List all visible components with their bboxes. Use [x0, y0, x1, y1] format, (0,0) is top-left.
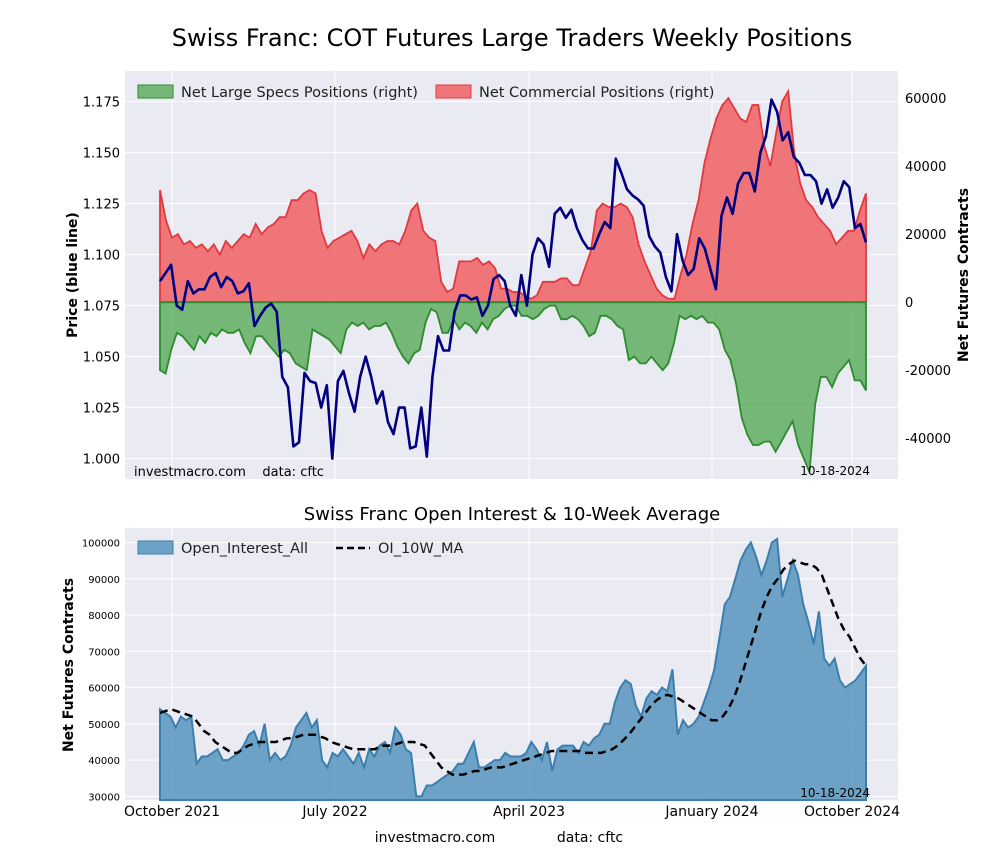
net-contracts-axis-label: Net Futures Contracts	[956, 188, 972, 362]
net-contracts-tick-label: 60000	[905, 92, 946, 107]
price-axis-ticks: 1.000 1.025 1.050 1.075 1.100 1.125 1.150 1.175	[83, 96, 120, 468]
legend-label-specs: Net Large Specs Positions (right)	[181, 85, 418, 101]
oi-10w-ma-line	[159, 559, 867, 776]
net-contracts-tick-label: -40000	[905, 432, 951, 447]
price-tick-label: 1.150	[83, 147, 120, 162]
price-tick-label: 1.050	[83, 351, 120, 366]
net-large-specs-area	[159, 301, 867, 473]
price-tick-label: 1.100	[83, 249, 120, 264]
bottom-legend: Open_Interest_All OI_10W_MA	[137, 540, 463, 557]
bottom-axis-label: Net Futures Contracts	[61, 578, 77, 752]
price-tick-label: 1.175	[83, 96, 120, 111]
net-contracts-tick-label: 40000	[905, 160, 946, 175]
footer-source-site: investmacro.com	[375, 830, 495, 846]
top-watermark: investmacro.com data: cftc	[134, 465, 324, 480]
bottom-date-label: 10-18-2024	[800, 786, 870, 800]
oi-tick-label: 60000	[88, 684, 120, 695]
bottom-panel: Swiss Franc Open Interest & 10-Week Aver…	[61, 504, 900, 846]
net-contracts-tick-label: 20000	[905, 228, 946, 243]
net-commercial-area	[159, 88, 867, 304]
date-axis-ticks: October 2021 July 2022 April 2023 January 2…	[124, 804, 900, 820]
open-interest-area	[159, 537, 867, 801]
legend-label-commercial: Net Commercial Positions (right)	[479, 85, 714, 101]
net-contracts-tick-label: -20000	[905, 364, 951, 379]
price-axis-label: Price (blue line)	[65, 212, 81, 338]
price-tick-label: 1.125	[83, 198, 120, 213]
date-tick-label: October 2024	[804, 804, 900, 820]
top-panel: 1.000 1.025 1.050 1.075 1.100 1.125 1.150 1.175…	[65, 71, 972, 480]
oi-tick-label: 70000	[88, 647, 120, 658]
top-legend: Net Large Specs Positions (right) Net Co…	[137, 84, 714, 101]
legend-swatch-open-interest	[137, 540, 174, 555]
price-tick-label: 1.025	[83, 402, 120, 417]
top-date-label: 10-18-2024	[800, 464, 870, 478]
date-tick-label: October 2021	[124, 804, 220, 820]
price-tick-label: 1.000	[83, 453, 120, 468]
net-contracts-axis-ticks: -40000 -20000 0 20000 40000 60000	[905, 92, 951, 447]
legend-label-ma: OI_10W_MA	[378, 541, 463, 557]
oi-tick-label: 90000	[88, 575, 120, 586]
legend-label-open-interest: Open_Interest_All	[181, 541, 308, 557]
date-tick-label: January 2024	[664, 804, 758, 820]
footer-data-source: data: cftc	[557, 830, 623, 846]
price-tick-label: 1.075	[83, 300, 120, 315]
oi-tick-label: 100000	[82, 539, 120, 550]
oi-tick-label: 30000	[88, 792, 120, 803]
legend-swatch-specs	[137, 84, 174, 99]
open-interest-axis-ticks: 30000 40000 50000 60000 70000 80000 90000 10000…	[82, 539, 120, 804]
oi-tick-label: 40000	[88, 756, 120, 767]
bottom-chart-title: Swiss Franc Open Interest & 10-Week Aver…	[304, 504, 720, 525]
price-line	[158, 98, 868, 460]
date-tick-label: April 2023	[493, 804, 565, 820]
legend-swatch-commercial	[435, 84, 472, 99]
chart-title: Swiss Franc: COT Futures Large Traders W…	[172, 24, 852, 52]
oi-tick-label: 80000	[88, 611, 120, 622]
date-tick-label: July 2022	[301, 804, 367, 820]
oi-tick-label: 50000	[88, 720, 120, 731]
net-contracts-tick-label: 0	[905, 296, 913, 311]
